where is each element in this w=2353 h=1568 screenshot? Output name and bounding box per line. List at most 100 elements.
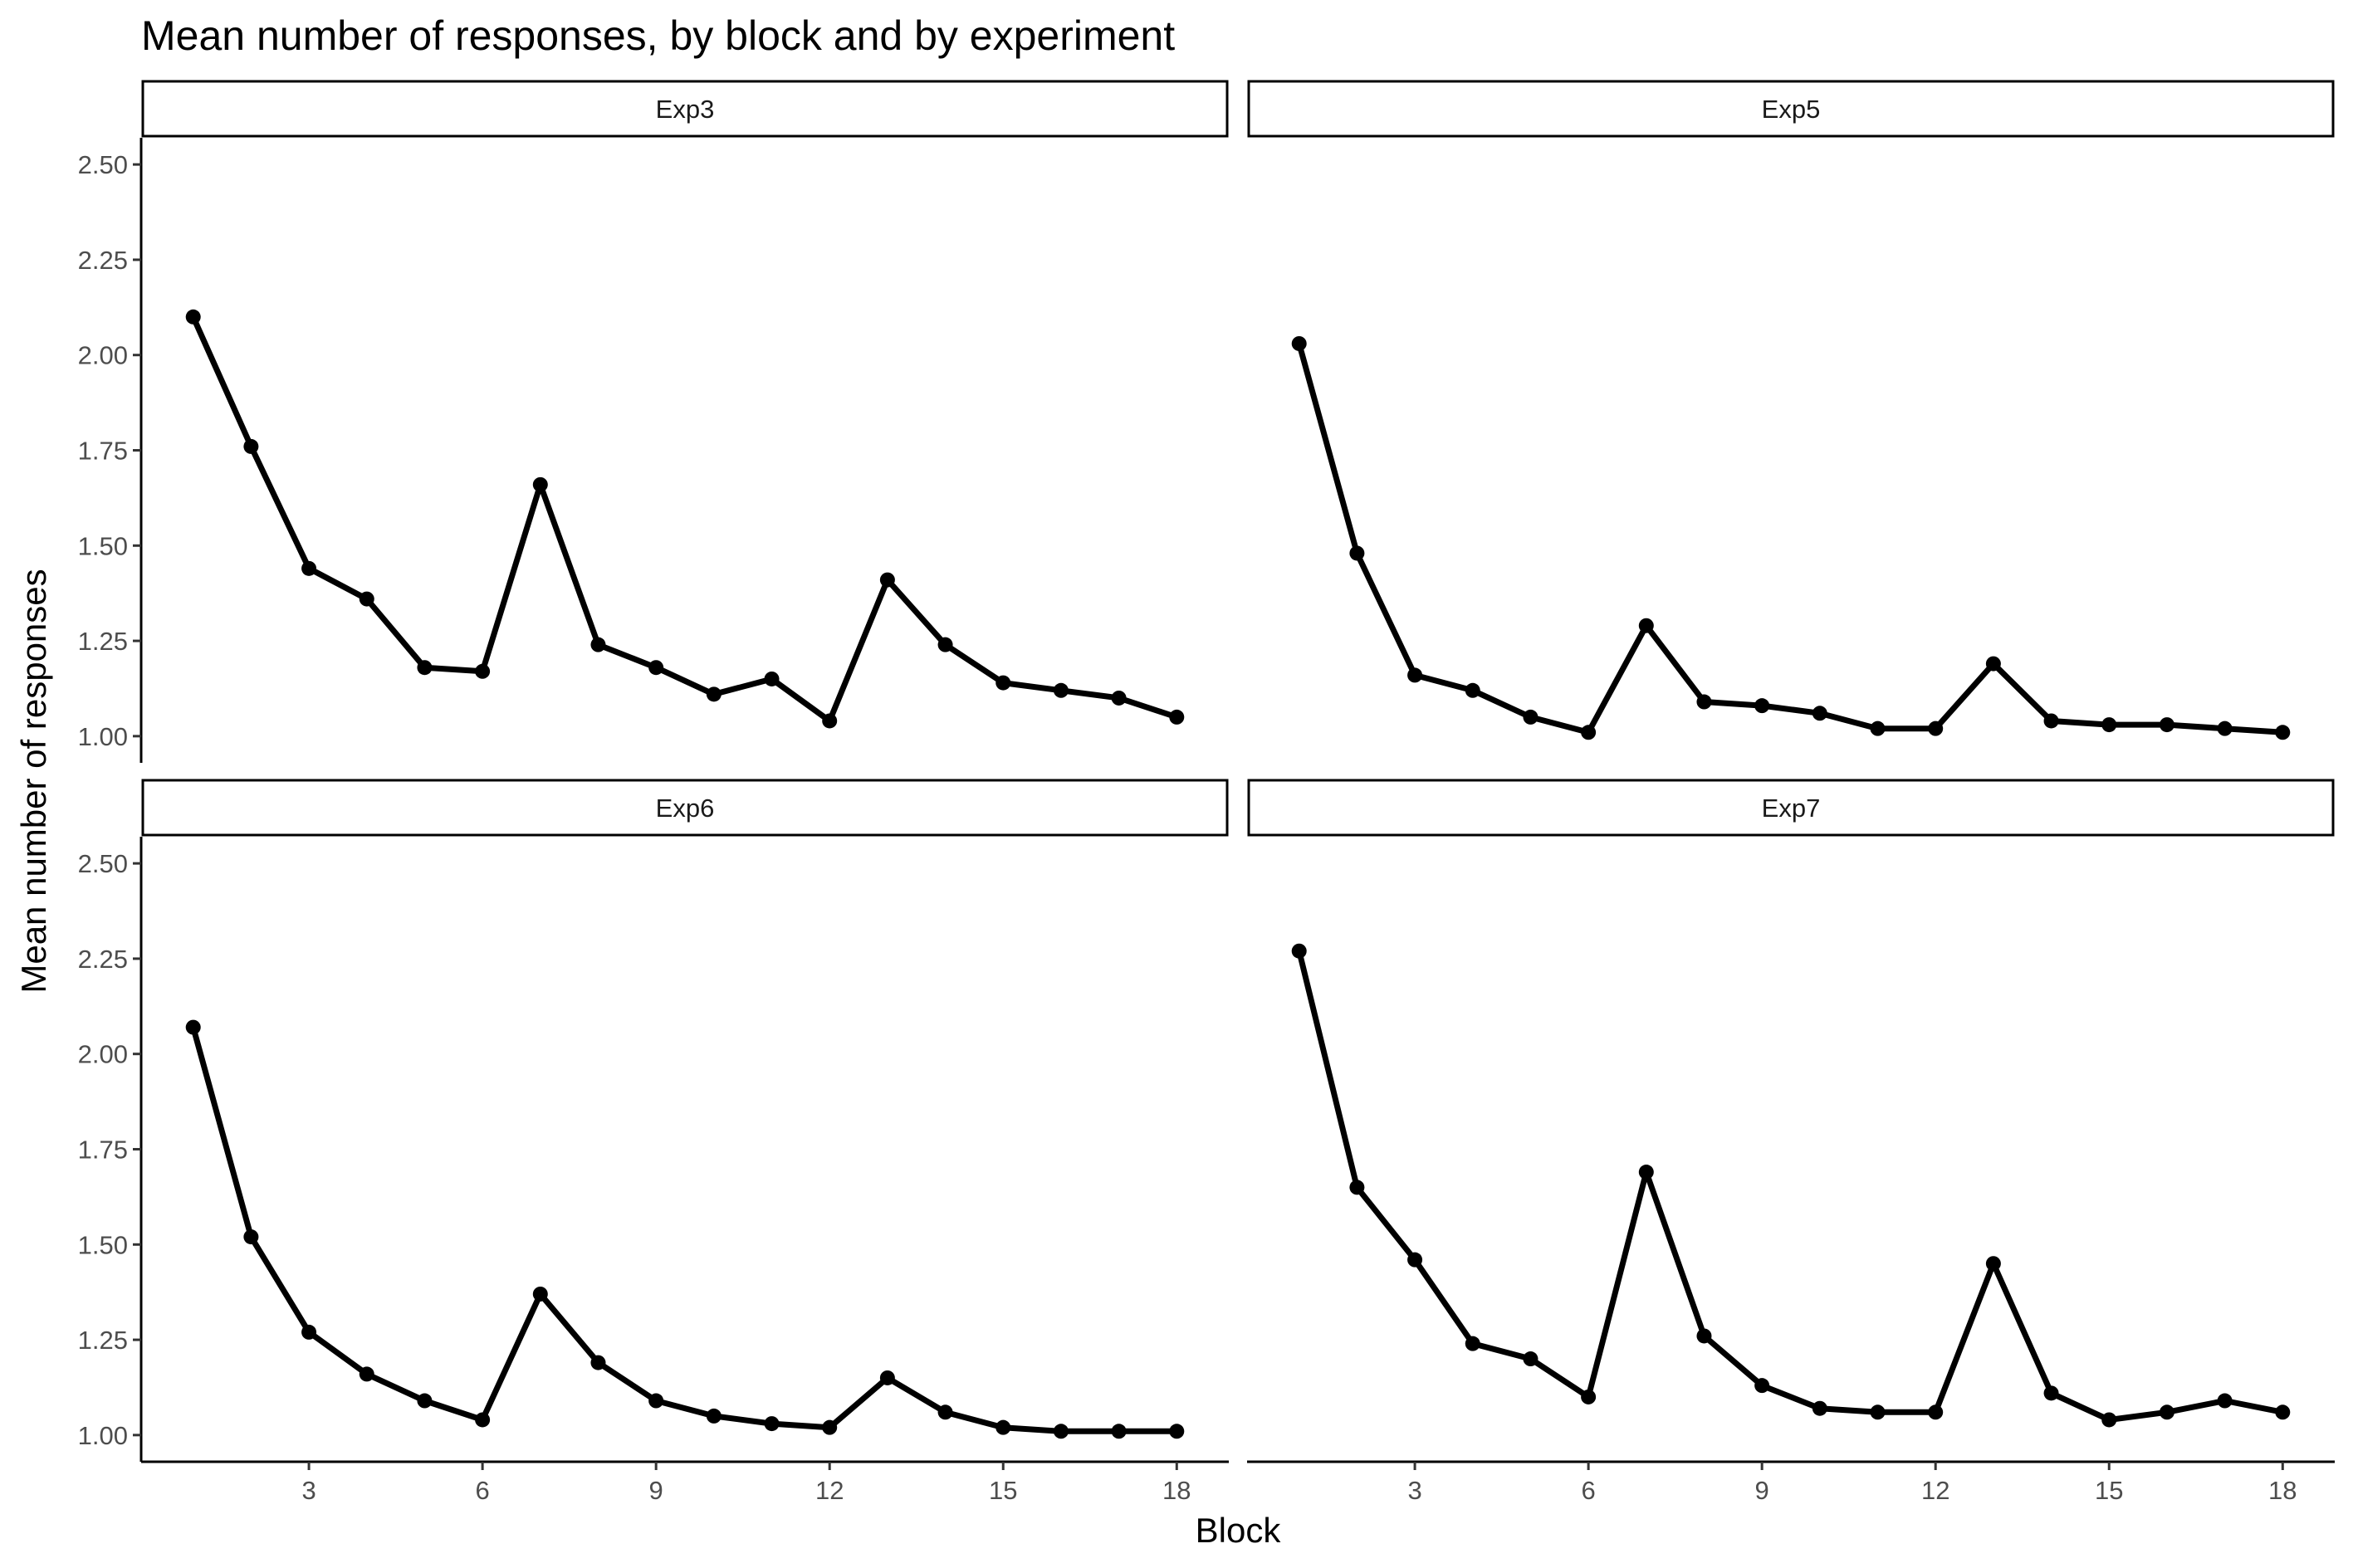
y-tick-label: 2.50: [78, 150, 128, 179]
y-tick-label: 2.25: [78, 246, 128, 275]
data-point: [764, 1416, 780, 1432]
series-line: [190, 314, 1180, 724]
data-point: [359, 591, 374, 607]
series-line: [190, 1024, 1180, 1434]
data-point: [1407, 1252, 1423, 1268]
data-point: [1111, 1424, 1127, 1439]
data-point: [1638, 1165, 1654, 1180]
data-point: [1696, 1328, 1712, 1344]
data-point: [2217, 1393, 2233, 1409]
data-point: [243, 1229, 259, 1245]
data-point: [185, 309, 201, 325]
x-tick-label: 12: [815, 1476, 844, 1505]
x-tick-label: 6: [475, 1476, 489, 1505]
data-point: [2275, 725, 2291, 740]
data-point: [1169, 1424, 1185, 1439]
panel-exp5: Exp5: [1247, 80, 2335, 740]
data-point: [359, 1366, 374, 1382]
y-tick-label: 1.50: [78, 531, 128, 560]
data-point: [2275, 1404, 2291, 1420]
data-point: [1985, 656, 2001, 672]
x-axis-title: Block: [1196, 1511, 1282, 1550]
data-point: [822, 713, 838, 729]
facet-strip-label: Exp6: [656, 794, 715, 823]
data-point: [475, 1412, 491, 1428]
facet-strip: [1247, 779, 2335, 837]
y-tick-label: 1.50: [78, 1230, 128, 1259]
data-point: [301, 1324, 317, 1340]
x-tick-label: 3: [1407, 1476, 1421, 1505]
y-tick-label: 2.00: [78, 341, 128, 370]
x-tick-label: 6: [1581, 1476, 1595, 1505]
data-point: [706, 1408, 722, 1424]
series-line: [1296, 948, 2286, 1423]
panel-exp3: Exp3 1.00 1.25 1.50 1.75 2.00 2.25 2.50: [78, 80, 1229, 763]
data-point: [706, 686, 722, 702]
y-axis-title: Mean number of responses: [14, 569, 53, 993]
y-tick-label: 1.00: [78, 722, 128, 751]
data-point: [417, 1393, 433, 1409]
data-point: [1812, 1400, 1827, 1416]
data-point: [2159, 1404, 2174, 1420]
chart-title: Mean number of responses, by block and b…: [141, 12, 1175, 59]
data-point: [590, 1355, 606, 1370]
data-point: [532, 1286, 548, 1302]
data-point: [532, 476, 548, 492]
data-point: [243, 438, 259, 454]
facet-strip-label: Exp3: [656, 95, 715, 124]
x-tick-label: 9: [1755, 1476, 1769, 1505]
data-point: [2217, 720, 2233, 736]
facet-strip-label: Exp5: [1762, 95, 1821, 124]
data-point: [1870, 1404, 1886, 1420]
facet-strip: [141, 779, 1229, 837]
data-point: [1696, 694, 1712, 710]
x-tick-label: 18: [2268, 1476, 2297, 1505]
data-point: [996, 675, 1011, 691]
data-point: [1111, 690, 1127, 706]
data-point: [185, 1019, 201, 1035]
data-point: [937, 637, 953, 652]
data-point: [2101, 717, 2117, 733]
x-tick-label: 12: [1921, 1476, 1949, 1505]
data-point: [1169, 709, 1185, 725]
data-point: [1053, 682, 1069, 698]
data-point: [590, 637, 606, 652]
data-point: [2043, 713, 2059, 729]
x-tick-label: 9: [649, 1476, 663, 1505]
data-point: [1754, 698, 1770, 714]
data-point: [1870, 720, 1886, 736]
panel-exp7: Exp7 3 6 9 12 15 18: [1247, 779, 2335, 1505]
data-point: [1754, 1378, 1770, 1394]
data-point: [417, 660, 433, 676]
data-point: [2101, 1412, 2117, 1428]
data-point: [996, 1419, 1011, 1435]
data-point: [1985, 1256, 2001, 1272]
y-tick-label: 2.25: [78, 945, 128, 974]
data-point: [822, 1419, 838, 1435]
x-tick-label: 18: [1162, 1476, 1191, 1505]
data-point: [648, 1393, 664, 1409]
facet-panels: Exp3 1.00 1.25 1.50 1.75 2.00 2.25 2.50 Exp5 Exp6…: [78, 80, 2335, 1505]
data-point: [648, 660, 664, 676]
data-point: [1928, 1404, 1944, 1420]
x-tick-label: 3: [301, 1476, 316, 1505]
x-tick-label: 15: [989, 1476, 1017, 1505]
y-tick-label: 2.00: [78, 1040, 128, 1069]
data-point: [1349, 545, 1365, 561]
data-point: [1291, 943, 1307, 959]
data-point: [1291, 335, 1307, 351]
series-line: [1296, 340, 2286, 735]
data-point: [1523, 709, 1538, 725]
data-point: [1465, 682, 1480, 698]
y-tick-label: 1.25: [78, 627, 128, 656]
data-point: [1812, 706, 1827, 721]
y-tick-label: 1.25: [78, 1326, 128, 1355]
data-point: [475, 663, 491, 679]
data-point: [1581, 725, 1597, 740]
data-point: [1638, 618, 1654, 633]
x-tick-label: 15: [2095, 1476, 2123, 1505]
data-point: [879, 1370, 895, 1385]
facet-strip-label: Exp7: [1762, 794, 1821, 823]
data-point: [1928, 720, 1944, 736]
